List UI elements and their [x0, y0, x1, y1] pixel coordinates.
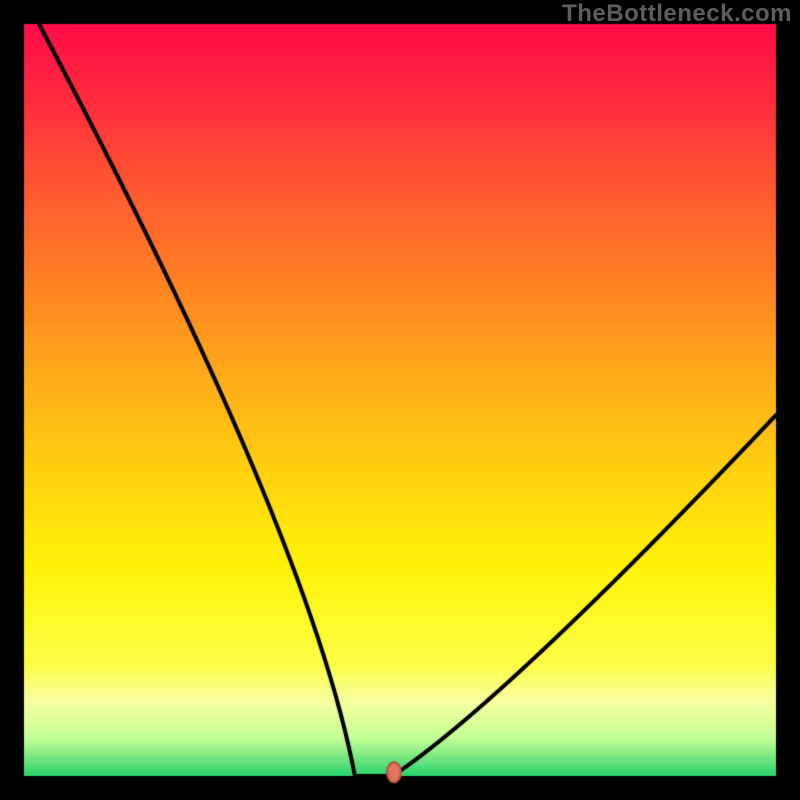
chart-stage: TheBottleneck.com [0, 0, 800, 800]
bottleneck-v-curve-chart [0, 0, 800, 800]
